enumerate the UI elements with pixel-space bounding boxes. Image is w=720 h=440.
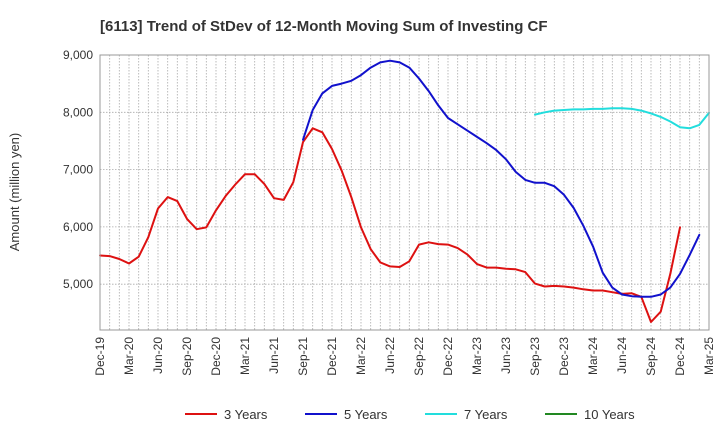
x-tick-labels: Dec-19 Mar-20 Jun-20 Sep-20 Dec-20 Mar-21 Jun-… [93, 337, 716, 376]
series-lines [99, 59, 710, 323]
legend-label: 5 Years [344, 407, 388, 422]
x-tick-label: Sep-23 [528, 337, 542, 376]
grid-lines [100, 55, 709, 330]
x-tick-label: Dec-21 [325, 337, 339, 376]
x-tick-label: Mar-25 [702, 337, 716, 375]
legend-label: 3 Years [224, 407, 268, 422]
y-tick-label: 7,000 [63, 163, 93, 177]
legend: 3 Years 5 Years 7 Years 10 Years [185, 407, 635, 422]
chart-title: [6113] Trend of StDev of 12-Month Moving… [100, 18, 548, 35]
x-tick-label: Sep-21 [296, 337, 310, 376]
x-tick-label: Dec-24 [673, 337, 687, 376]
x-tick-label: Dec-23 [557, 337, 571, 376]
x-tick-label: Dec-20 [209, 337, 223, 376]
x-tick-label: Jun-21 [267, 337, 281, 374]
legend-label: 7 Years [464, 407, 508, 422]
y-tick-label: 5,000 [63, 277, 93, 291]
x-tick-label: Mar-23 [470, 337, 484, 375]
legend-label: 10 Years [584, 407, 635, 422]
x-tick-label: Mar-21 [238, 337, 252, 375]
x-tick-label: Dec-22 [441, 337, 455, 376]
x-tick-label: Jun-20 [151, 337, 165, 374]
y-tick-label: 8,000 [63, 105, 93, 119]
x-tick-label: Jun-22 [383, 337, 397, 374]
x-tick-label: Sep-24 [644, 337, 658, 376]
x-tick-label: Jun-23 [499, 337, 513, 374]
y-tick-label: 6,000 [63, 220, 93, 234]
series-line-2 [302, 59, 701, 298]
y-tick-label: 9,000 [63, 48, 93, 62]
x-tick-label: Sep-20 [180, 337, 194, 376]
x-tick-label: Mar-22 [354, 337, 368, 375]
series-line-3 [534, 107, 710, 130]
x-tick-label: Jun-24 [615, 337, 629, 374]
x-tick-label: Mar-20 [122, 337, 136, 375]
x-tick-label: Mar-24 [586, 337, 600, 375]
plot-area-frame [99, 54, 710, 331]
x-tick-label: Dec-19 [93, 337, 107, 376]
y-axis-title: Amount (million yen) [7, 133, 22, 252]
x-tick-label: Sep-22 [412, 337, 426, 376]
series-line-1 [99, 127, 681, 323]
y-tick-labels: 5,000 6,000 7,000 8,000 9,000 [63, 48, 93, 291]
